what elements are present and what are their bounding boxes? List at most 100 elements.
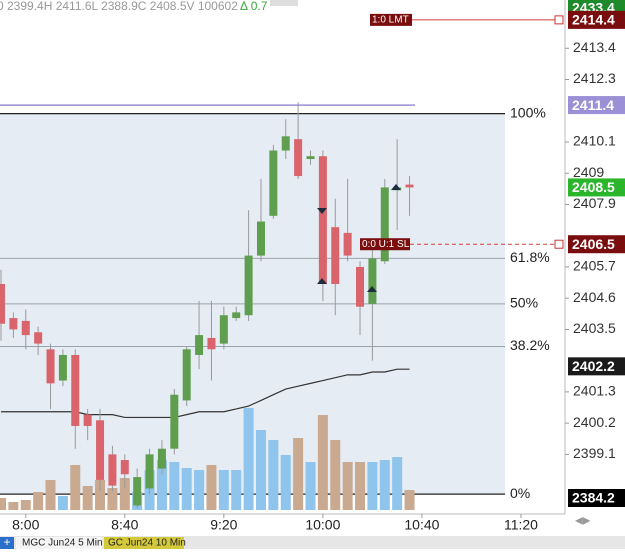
y-tick-label: 2401.3 [573,383,616,399]
plot-area [0,102,505,510]
candle-body [46,349,55,384]
y-tick-label: 2409 [573,164,604,180]
price-marker-label: 2384.2 [572,490,615,506]
candle-body [232,312,241,319]
add-tab-button[interactable] [0,537,14,549]
ohlc-header: 0 2399.4H 2411.6L 2388.9C 2408.5V 100602 [0,0,238,13]
volume-bar [218,470,229,510]
toolbar-button[interactable] [270,0,298,6]
volume-bar [305,462,316,510]
candle-body [207,337,216,350]
candle-body [356,266,365,307]
candle-body [34,332,43,344]
level-label: 100% [510,104,546,120]
tab[interactable] [104,537,184,549]
price-marker-label: 2414.4 [572,12,615,28]
order-label: 0:0 U:1 SL [362,239,410,250]
candle-body [331,227,340,284]
candle-body [145,454,154,489]
candle-body [195,335,204,355]
volume-bar [45,480,56,510]
level-label: 61.8% [510,249,550,265]
order-box [360,238,410,251]
volume-bar [194,470,205,510]
candle-body [244,255,253,316]
level-label: 0% [510,485,530,501]
price-marker [568,178,625,197]
level-label: 38.2% [510,337,550,353]
volume-bar [268,440,279,510]
volume-bar [156,460,167,510]
candle-body [306,156,315,160]
tab[interactable] [16,537,102,549]
header-bg [0,0,270,14]
price-marker [568,10,625,29]
x-tick-label: 11:20 [504,517,538,533]
volume-bar [119,478,130,510]
candle-body [120,460,129,475]
volume-bar [20,500,31,510]
candle-body [182,349,191,401]
volume-bar [169,462,180,510]
candle-body [219,315,228,344]
volume-bar [33,492,44,510]
volume-bar [355,462,366,510]
volume-bar [231,470,242,510]
candle-body [170,394,179,449]
order-label: 1:0 LMT [372,15,409,26]
price-marker-label: 2406.5 [572,236,615,252]
level-label: 50% [510,295,538,311]
volume-bar [181,468,192,510]
trade-marker [391,184,401,190]
order-box [370,13,412,26]
order-cancel[interactable] [554,15,564,25]
volume-bar [404,490,415,510]
candle-body [83,414,92,426]
order-cancel[interactable] [554,239,564,249]
price-marker [568,357,625,376]
candle-body [318,156,327,284]
y-tick-label: 2405.7 [573,258,616,274]
volume-bar [317,415,328,510]
candle-body [21,320,30,336]
candle-body [269,150,278,216]
volume-bar [379,460,390,510]
candle-body [380,187,389,262]
candle-body [405,184,414,188]
volume-bar [206,465,217,510]
y-tick-label: 2410.1 [573,133,616,149]
change-header: Δ 0.7 [240,0,268,13]
volume-bar [255,430,266,510]
trade-marker [317,278,327,284]
y-tick-label: 2407.9 [573,195,616,211]
volume-bar [57,496,68,510]
candle-body [133,477,142,506]
volume-bar [107,488,118,510]
price-marker [568,489,625,507]
volume-bar [82,486,93,510]
price-marker-label: 2402.2 [572,358,615,374]
moving-average [1,368,410,419]
scroll-arrow[interactable]: ◀▶ [575,516,591,527]
candle-body [294,139,303,177]
trade-marker [367,286,377,292]
candle-body [108,454,117,486]
candle-body [0,283,5,324]
price-marker [568,96,625,115]
candle-body [343,232,352,256]
volume-bar [95,480,106,510]
y-tick-label: 2404.6 [573,289,616,305]
volume-bar [0,498,6,510]
volume-bar [367,462,378,510]
volume-bar [342,462,353,510]
x-tick-label: 10:00 [305,517,340,533]
y-tick-label: 2403.5 [573,320,616,336]
volume-bar [243,408,254,510]
x-tick-label: 9:20 [210,517,237,533]
x-tick-label: 8:40 [111,517,138,533]
volume-bar [293,438,304,510]
tab-label: GC Jun24 10 Min [108,538,186,549]
volume-bar [330,440,341,510]
